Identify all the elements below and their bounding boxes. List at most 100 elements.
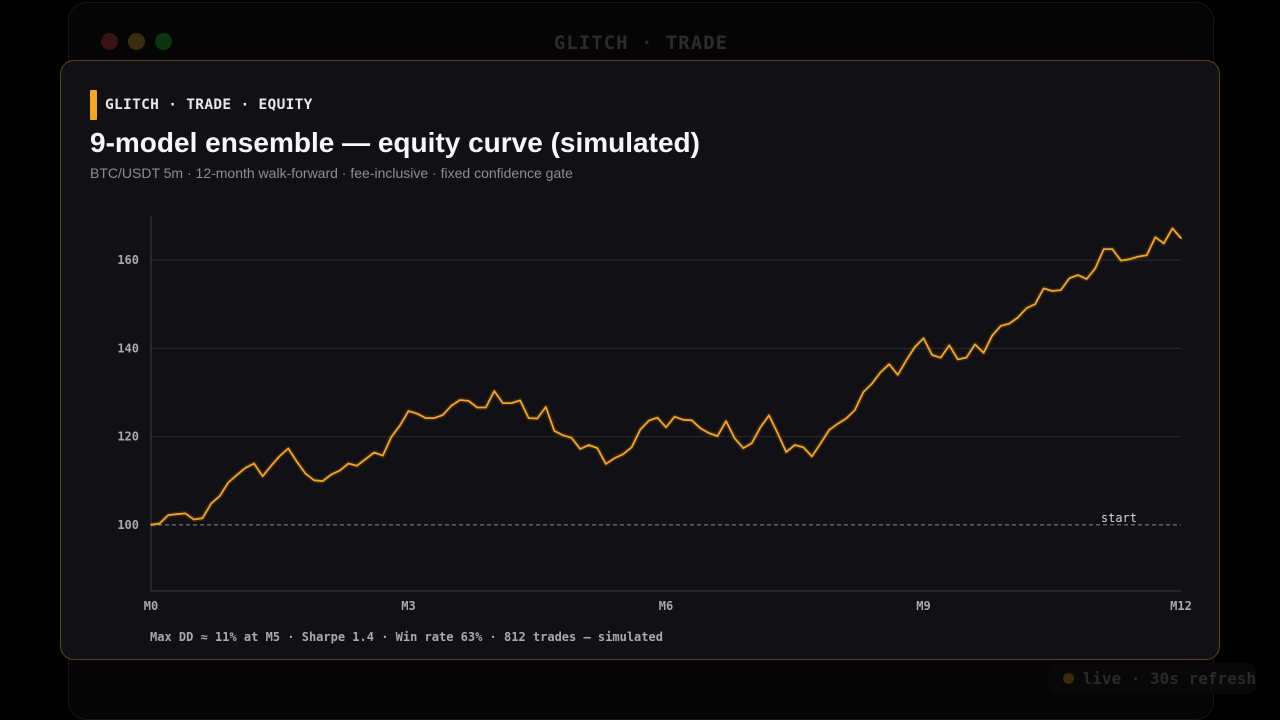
equity-point-110 bbox=[1094, 267, 1096, 270]
equity-point-59 bbox=[656, 417, 659, 419]
equity-point-17 bbox=[296, 461, 298, 463]
window-close-button[interactable] bbox=[101, 33, 118, 50]
brand-label: GLITCH · TRADE · EQUITY bbox=[105, 97, 313, 113]
equity-point-96 bbox=[974, 343, 976, 345]
equity-point-61 bbox=[674, 416, 676, 418]
equity-point-72 bbox=[768, 414, 770, 416]
equity-point-30 bbox=[407, 410, 410, 412]
equity-point-45 bbox=[536, 417, 538, 420]
window-maximize-button[interactable] bbox=[155, 33, 172, 50]
live-indicator-icon bbox=[1062, 673, 1074, 684]
equity-point-62 bbox=[682, 419, 684, 421]
equity-point-21 bbox=[330, 473, 332, 476]
equity-point-93 bbox=[948, 344, 950, 346]
equity-point-4 bbox=[184, 512, 186, 514]
equity-point-32 bbox=[425, 417, 427, 419]
window-minimize-button[interactable] bbox=[128, 33, 145, 50]
equity-point-52 bbox=[596, 447, 598, 449]
equity-point-109 bbox=[1086, 278, 1088, 280]
equity-point-13 bbox=[262, 475, 264, 477]
equity-point-88 bbox=[905, 359, 907, 361]
equity-point-34 bbox=[442, 414, 444, 416]
equity-line-glow bbox=[150, 225, 1183, 528]
equity-point-79 bbox=[828, 429, 830, 431]
equity-point-82 bbox=[854, 409, 856, 411]
equity-point-51 bbox=[588, 444, 590, 446]
x-tick-label-M12: M12 bbox=[1170, 599, 1192, 613]
equity-point-75 bbox=[794, 444, 796, 446]
equity-point-87 bbox=[897, 374, 899, 376]
equity-point-48 bbox=[562, 434, 564, 436]
equity-point-43 bbox=[519, 399, 521, 401]
equity-point-111 bbox=[1103, 248, 1105, 250]
equity-point-16 bbox=[287, 447, 289, 450]
equity-point-97 bbox=[983, 352, 985, 354]
equity-point-7 bbox=[210, 503, 212, 505]
equity-point-20 bbox=[322, 480, 324, 482]
equity-point-107 bbox=[1068, 277, 1070, 279]
equity-point-114 bbox=[1128, 258, 1131, 260]
equity-point-94 bbox=[957, 358, 959, 360]
equity-chart: 100 120 140 160 M0 M3 M6 M9 M12 start bbox=[117, 216, 1192, 613]
equity-point-95 bbox=[965, 357, 968, 359]
y-tick-label-160: 160 bbox=[117, 253, 139, 267]
equity-point-76 bbox=[802, 446, 804, 448]
equity-point-28 bbox=[390, 436, 392, 438]
equity-point-47 bbox=[553, 430, 555, 432]
equity-point-119 bbox=[1171, 227, 1173, 229]
equity-point-22 bbox=[339, 470, 341, 472]
equity-point-44 bbox=[528, 417, 530, 419]
equity-point-37 bbox=[468, 400, 470, 402]
equity-point-0 bbox=[150, 524, 152, 526]
stats-footer: Max DD ≈ 11% at M5 · Sharpe 1.4 · Win ra… bbox=[150, 630, 663, 644]
equity-point-29 bbox=[399, 425, 401, 427]
chart-subtitle: BTC/USDT 5m · 12-month walk-forward · fe… bbox=[90, 165, 573, 181]
equity-line bbox=[150, 227, 1182, 526]
equity-point-106 bbox=[1060, 289, 1062, 291]
equity-point-83 bbox=[862, 391, 865, 393]
equity-point-63 bbox=[691, 419, 693, 421]
equity-point-74 bbox=[785, 451, 787, 453]
equity-point-26 bbox=[373, 451, 375, 454]
equity-point-36 bbox=[459, 399, 461, 401]
equity-point-27 bbox=[382, 455, 384, 457]
live-status-label: live · 30s refresh bbox=[1082, 669, 1256, 688]
equity-point-50 bbox=[579, 448, 581, 450]
equity-point-38 bbox=[476, 406, 478, 409]
equity-point-71 bbox=[759, 426, 762, 428]
equity-point-103 bbox=[1034, 303, 1036, 305]
brand-accent-bar bbox=[90, 90, 97, 120]
window-title: GLITCH · TRADE bbox=[553, 32, 729, 54]
equity-point-46 bbox=[545, 406, 547, 408]
y-tick-label-140: 140 bbox=[117, 341, 139, 355]
brand-header: GLITCH · TRADE · EQUITY bbox=[90, 90, 313, 120]
equity-point-101 bbox=[1017, 316, 1019, 319]
equity-point-117 bbox=[1154, 236, 1156, 238]
equity-point-98 bbox=[991, 335, 993, 337]
equity-point-86 bbox=[888, 363, 890, 365]
equity-point-118 bbox=[1163, 242, 1165, 244]
equity-point-60 bbox=[665, 426, 667, 428]
equity-point-99 bbox=[1000, 325, 1002, 327]
live-status-badge: live · 30s refresh bbox=[1048, 663, 1256, 694]
equity-point-9 bbox=[227, 481, 229, 484]
equity-point-23 bbox=[347, 462, 349, 465]
equity-point-8 bbox=[219, 495, 221, 497]
x-tick-label-M9: M9 bbox=[916, 599, 930, 613]
equity-point-41 bbox=[502, 402, 504, 404]
equity-point-25 bbox=[365, 458, 367, 460]
equity-point-69 bbox=[742, 447, 744, 449]
chart-title: 9-model ensemble — equity curve (simulat… bbox=[90, 127, 700, 158]
equity-point-42 bbox=[510, 402, 513, 404]
equity-point-85 bbox=[880, 371, 882, 373]
equity-point-58 bbox=[648, 420, 650, 422]
y-tick-label-100: 100 bbox=[117, 518, 139, 532]
equity-point-56 bbox=[631, 446, 633, 448]
equity-point-65 bbox=[708, 432, 710, 434]
equity-point-70 bbox=[751, 442, 753, 444]
equity-point-1 bbox=[159, 522, 161, 525]
equity-point-104 bbox=[1043, 287, 1045, 289]
equity-point-112 bbox=[1111, 248, 1113, 250]
equity-point-35 bbox=[450, 405, 452, 407]
equity-point-67 bbox=[725, 420, 727, 422]
